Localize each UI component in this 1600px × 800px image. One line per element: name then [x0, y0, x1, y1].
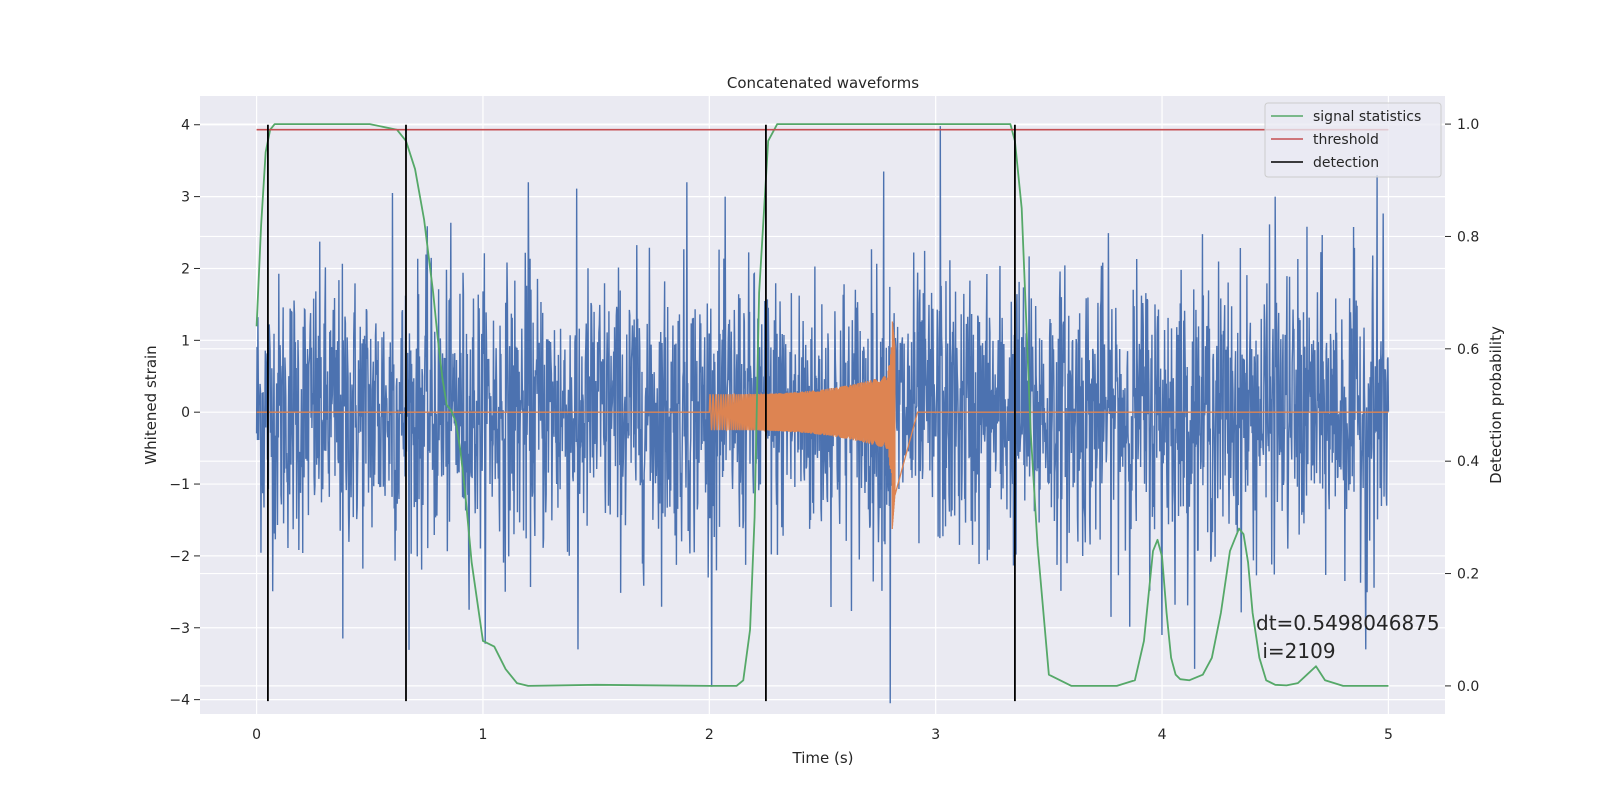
- y-tick-label: 3: [181, 190, 190, 206]
- y2-tick-label: 0.2: [1457, 567, 1479, 583]
- y-tick-label: −1: [169, 477, 190, 493]
- x-tick-label: 0: [252, 727, 261, 743]
- annotation-i: i=2109: [1256, 639, 1336, 663]
- y2-axis-label: Detection probability: [1487, 326, 1505, 484]
- x-axis-label: Time (s): [792, 749, 854, 767]
- y-tick-label: 0: [181, 405, 190, 421]
- legend-label-detection: detection: [1313, 155, 1379, 171]
- chart-title: Concatenated waveforms: [727, 74, 919, 92]
- y2-tick-label: 0.4: [1457, 454, 1479, 470]
- y-tick-label: 2: [181, 261, 190, 277]
- legend: signal statistics threshold detection: [1264, 102, 1442, 178]
- y-tick-label: −2: [169, 549, 190, 565]
- y2-tick-label: 0.8: [1457, 229, 1479, 245]
- x-tick-label: 3: [931, 727, 940, 743]
- signal-statistics-series: [255, 123, 1389, 687]
- waveform-series: [256, 321, 1389, 530]
- x-tick-label: 2: [705, 727, 714, 743]
- y-tick-label: −3: [169, 621, 190, 637]
- detection-series: [267, 124, 1016, 702]
- annotation-dt: dt=0.5498046875: [1256, 611, 1440, 635]
- x-tick-label: 1: [478, 727, 487, 743]
- y2-tick-label: 0.6: [1457, 342, 1479, 358]
- y-tick-label: 1: [181, 333, 190, 349]
- legend-box: [1264, 102, 1442, 178]
- y2-tick-label: 1.0: [1457, 117, 1479, 133]
- legend-label-signal-statistics: signal statistics: [1313, 109, 1421, 125]
- y2-tick-label: 0.0: [1457, 679, 1479, 695]
- legend-label-threshold: threshold: [1313, 132, 1379, 148]
- signal-statistics-line: [255, 123, 1389, 687]
- x-tick-label: 4: [1158, 727, 1167, 743]
- waveform-line: [256, 321, 1389, 530]
- y-tick-label: 4: [181, 118, 190, 134]
- y-axis-label: Whitened strain: [142, 345, 160, 464]
- y-tick-label: −4: [169, 693, 190, 709]
- axes-ticks: 0 1 2 3 4 5 −4 −3 −2 −1 0 1 2 3 4 0.0 0.2 0.4 0.6 0.8 1.0: [169, 117, 1479, 743]
- x-tick-label: 5: [1384, 727, 1393, 743]
